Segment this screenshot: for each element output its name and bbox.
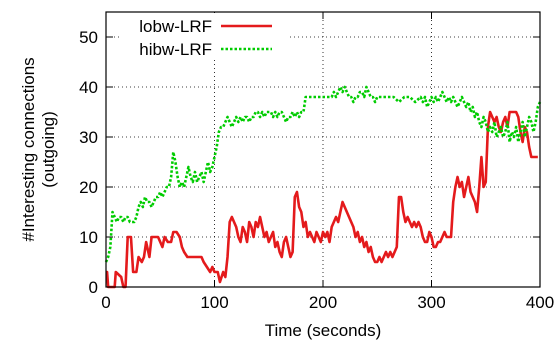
x-tick-label: 400 <box>526 293 554 312</box>
legend-label-hibw-lrf: hibw-LRF <box>139 40 212 59</box>
y-axis-title-line-2: (outgoing) <box>39 111 58 188</box>
x-axis-title: Time (seconds) <box>265 321 382 340</box>
data-series <box>104 85 542 289</box>
x-tick-label: 0 <box>101 293 110 312</box>
legend-label-lobw-lrf: lobw-LRF <box>139 17 212 36</box>
x-tick-label: 200 <box>309 293 337 312</box>
y-tick-label: 30 <box>79 128 98 147</box>
axis-ticks: 0 10 20 30 40 50 0 100 200 300 400 <box>79 12 554 312</box>
y-axis-title: #Interesting connections (outgoing) <box>19 57 58 241</box>
series-line-lobw-lrf <box>105 110 538 289</box>
y-tick-label: 50 <box>79 28 98 47</box>
y-tick-label: 40 <box>79 78 98 97</box>
y-tick-label: 0 <box>89 278 98 297</box>
x-tick-label: 100 <box>200 293 228 312</box>
y-tick-label: 10 <box>79 228 98 247</box>
legend: lobw-LRF hibw-LRF <box>120 13 288 59</box>
legend-background <box>120 13 288 57</box>
x-tick-label: 300 <box>417 293 445 312</box>
y-axis-title-line-1: #Interesting connections <box>19 57 38 241</box>
y-tick-label: 20 <box>79 178 98 197</box>
